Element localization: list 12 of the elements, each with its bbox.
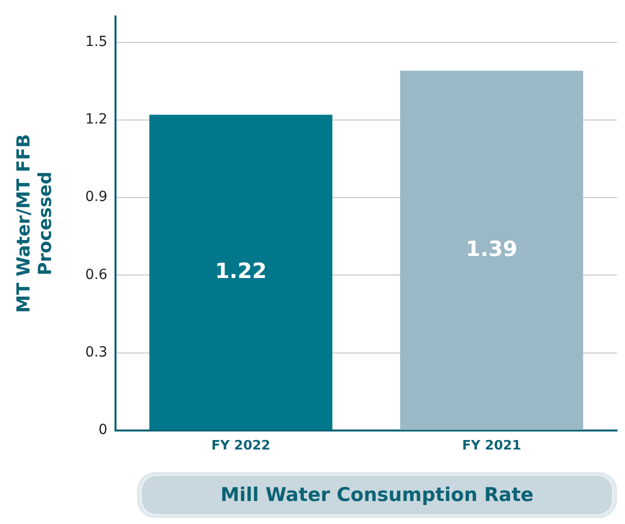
y-tick-label: 1.5 [85, 34, 108, 50]
y-tick-label: 0 [98, 422, 108, 438]
data-label: 1.22 [214, 258, 267, 283]
y-tick-label: 1.2 [85, 112, 108, 128]
x-tick-label: FY 2022 [211, 438, 270, 454]
y-axis-title: MT Water/MT FFB Processed [13, 134, 56, 313]
x-tick-label: FY 2021 [462, 438, 522, 454]
y-tick-label: 0.6 [85, 266, 108, 283]
text: Mill Water Consumption Rate [142, 476, 612, 514]
data-label: 1.39 [466, 236, 518, 261]
y-tick-label: 0.3 [85, 344, 108, 360]
y-tick-label: 0.9 [85, 189, 108, 206]
